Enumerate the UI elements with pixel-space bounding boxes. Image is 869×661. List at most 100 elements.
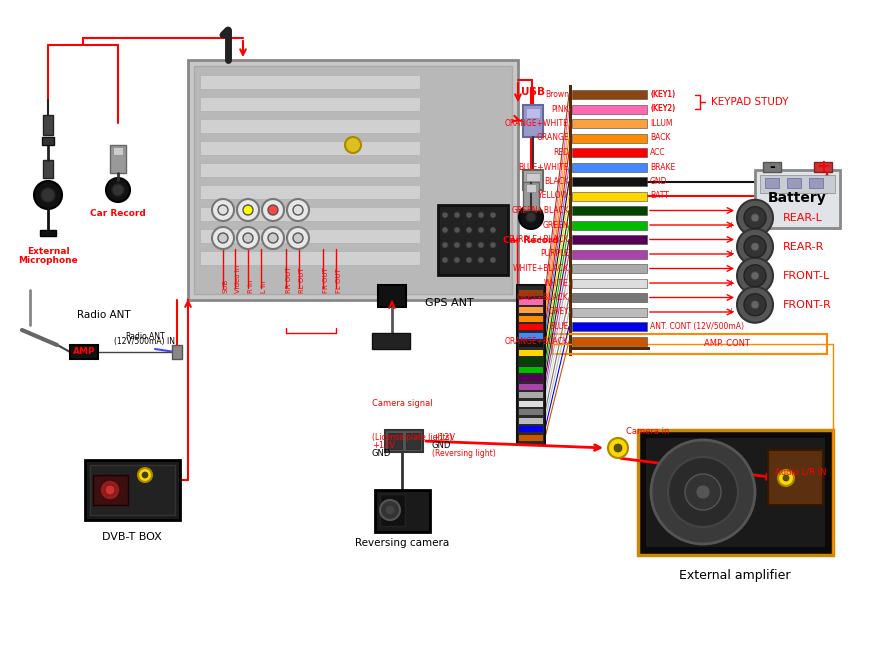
Bar: [571, 221, 647, 229]
Text: BRAKE: BRAKE: [649, 163, 674, 171]
Circle shape: [607, 438, 627, 458]
Text: +: +: [726, 221, 733, 229]
Bar: [526, 173, 540, 181]
Circle shape: [466, 257, 472, 263]
Bar: [43, 160, 53, 178]
Bar: [571, 192, 647, 200]
Text: YELLOW: YELLOW: [537, 192, 568, 200]
Circle shape: [489, 257, 495, 263]
Circle shape: [750, 301, 758, 309]
Circle shape: [684, 474, 720, 510]
Circle shape: [441, 212, 448, 218]
Bar: [519, 358, 542, 364]
Bar: [188, 60, 517, 300]
Bar: [571, 206, 647, 215]
Bar: [200, 119, 420, 133]
Text: BLUE+WHITE: BLUE+WHITE: [518, 163, 568, 171]
Circle shape: [750, 272, 758, 280]
Bar: [571, 235, 647, 244]
Circle shape: [242, 205, 253, 215]
Text: FL OUT: FL OUT: [335, 268, 342, 293]
Bar: [526, 184, 535, 192]
Bar: [200, 251, 420, 265]
Bar: [375, 490, 429, 532]
Text: Car Record: Car Record: [502, 236, 558, 245]
Bar: [113, 147, 123, 155]
Bar: [109, 145, 126, 173]
Bar: [200, 163, 420, 177]
Bar: [372, 333, 409, 349]
Text: +: +: [726, 307, 733, 317]
Bar: [519, 426, 542, 432]
Text: BLUE: BLUE: [549, 322, 568, 331]
Text: FR OUT: FR OUT: [322, 267, 328, 293]
Text: FRONT-L: FRONT-L: [782, 271, 829, 281]
Circle shape: [743, 236, 765, 258]
Bar: [519, 341, 542, 347]
Text: Battery: Battery: [766, 191, 826, 205]
Text: Car Record: Car Record: [90, 209, 146, 218]
Bar: [519, 409, 542, 415]
Text: Microphone: Microphone: [18, 256, 78, 265]
Text: PURPLE+BLACK: PURPLE+BLACK: [508, 235, 568, 244]
Bar: [194, 66, 512, 294]
Circle shape: [380, 500, 400, 520]
Bar: [571, 322, 647, 331]
Bar: [388, 433, 401, 449]
Bar: [519, 418, 542, 424]
Text: -: -: [768, 160, 774, 174]
Text: GND: GND: [432, 442, 451, 451]
Text: GND: GND: [372, 449, 391, 459]
Text: RED: RED: [553, 148, 568, 157]
Bar: [767, 450, 822, 505]
Circle shape: [477, 227, 483, 233]
Bar: [437, 205, 507, 275]
Text: R in: R in: [248, 280, 254, 293]
Text: (KEY2): (KEY2): [649, 104, 674, 114]
Bar: [571, 148, 647, 157]
Circle shape: [695, 485, 709, 499]
Circle shape: [268, 233, 278, 243]
Text: External amplifier: External amplifier: [679, 569, 790, 582]
Circle shape: [287, 199, 308, 221]
Text: FRONT-R: FRONT-R: [782, 299, 831, 310]
Text: GREY: GREY: [547, 307, 568, 317]
Bar: [571, 104, 647, 114]
Circle shape: [743, 265, 765, 287]
Circle shape: [345, 137, 361, 153]
Text: Audio L/R IN: Audio L/R IN: [774, 467, 826, 477]
Circle shape: [650, 440, 754, 544]
Text: +: +: [726, 278, 733, 288]
Bar: [571, 119, 647, 128]
Circle shape: [441, 242, 448, 248]
Text: -: -: [729, 293, 732, 302]
Circle shape: [489, 242, 495, 248]
Circle shape: [519, 205, 542, 229]
Bar: [519, 434, 542, 440]
Bar: [377, 285, 406, 307]
Bar: [571, 90, 647, 99]
Circle shape: [142, 472, 148, 478]
Bar: [200, 207, 420, 221]
Circle shape: [236, 199, 259, 221]
Circle shape: [262, 227, 283, 249]
Circle shape: [750, 214, 758, 221]
Circle shape: [106, 178, 129, 202]
Text: PINK: PINK: [551, 104, 568, 114]
Bar: [571, 278, 647, 288]
Bar: [571, 177, 647, 186]
Text: GREEN: GREEN: [542, 221, 568, 229]
Bar: [551, 334, 826, 354]
Bar: [522, 105, 542, 137]
Text: RR OUT: RR OUT: [286, 266, 292, 293]
Circle shape: [743, 207, 765, 229]
Bar: [519, 392, 542, 398]
Text: External: External: [27, 247, 70, 256]
Circle shape: [466, 212, 472, 218]
Circle shape: [667, 457, 737, 527]
Bar: [519, 332, 542, 338]
Circle shape: [614, 444, 621, 452]
Bar: [200, 75, 420, 89]
Circle shape: [466, 242, 472, 248]
Text: ILLUM: ILLUM: [649, 119, 672, 128]
